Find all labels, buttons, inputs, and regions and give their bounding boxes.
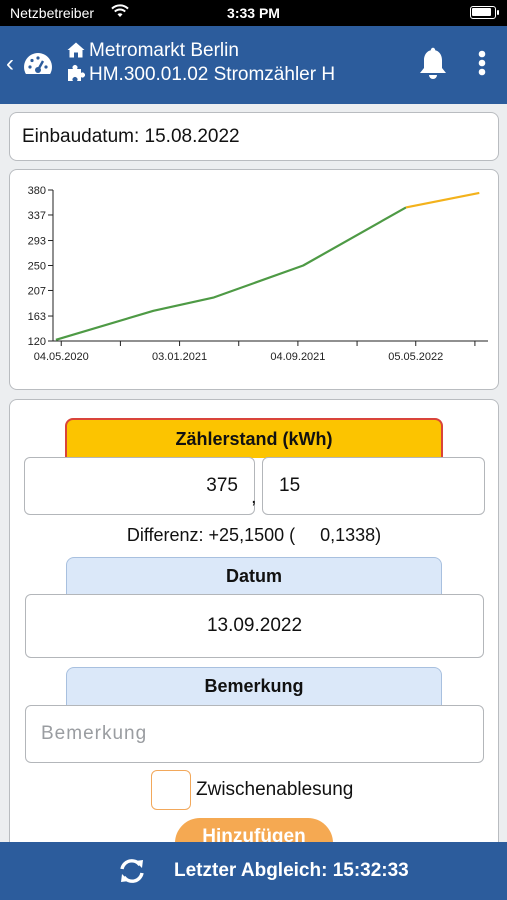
install-date-label: Einbaudatum: 15.08.2022 — [22, 126, 240, 147]
meter-title: HM.300.01.02 Stromzähler Haupt — [67, 64, 335, 86]
location-name: Metromarkt Berlin — [89, 40, 239, 61]
y-tick-label: 120 — [28, 336, 46, 348]
counter-integer-input[interactable]: 375 — [24, 457, 255, 515]
series-line-0 — [55, 206, 407, 341]
carrier-name: Netzbetreiber — [10, 5, 95, 21]
y-tick-label: 293 — [28, 236, 46, 248]
more-options-icon[interactable] — [478, 50, 486, 76]
location-title: Metromarkt Berlin — [67, 40, 239, 62]
app-header: ‹ Metromarkt Berlin HM.300.01.02 Stromzä… — [0, 26, 507, 104]
sync-footer: Letzter Abgleich: 15:32:33 — [0, 842, 507, 900]
last-sync-text: Letzter Abgleich: 15:32:33 — [174, 860, 409, 881]
wifi-icon — [111, 4, 129, 17]
intermediate-reading-label: Zwischenablesung — [196, 779, 354, 800]
status-bar: Netzbetreiber 3:33 PM — [0, 0, 507, 26]
gauge-icon[interactable] — [22, 51, 54, 77]
puzzle-icon — [68, 65, 85, 81]
difference-text: Differenz: +25,1500 ( 0,1338) — [126, 525, 382, 545]
bell-icon[interactable] — [418, 47, 448, 81]
y-tick-label: 163 — [28, 311, 46, 323]
clock: 3:33 PM — [227, 5, 280, 21]
back-chevron-icon[interactable]: ‹ — [6, 50, 14, 77]
x-tick-label: 04.05.2020 — [34, 351, 89, 363]
remark-input[interactable]: Bemerkung — [25, 705, 484, 763]
series-line-1 — [405, 191, 480, 209]
meter-name: HM.300.01.02 Stromzähler Haupt — [89, 64, 335, 85]
x-tick-label: 05.05.2022 — [388, 351, 443, 363]
consumption-chart: 120 163 207 250 293 337 380 04.05.2020 03.01.202… — [28, 185, 488, 363]
date-input[interactable]: 13.09.2022 — [25, 594, 484, 658]
tab-date: Datum — [66, 557, 442, 595]
y-tick-label: 380 — [28, 185, 46, 197]
battery-icon — [470, 6, 499, 19]
tab-counter-reading: Zählerstand (kWh) — [65, 418, 443, 458]
x-tick-label: 03.01.2021 — [152, 351, 207, 363]
sync-icon[interactable] — [118, 858, 146, 884]
y-tick-label: 337 — [28, 210, 46, 222]
counter-decimal-input[interactable]: 15 — [262, 457, 485, 515]
y-tick-label: 250 — [28, 261, 46, 273]
consumption-chart-card: 120 163 207 250 293 337 380 04.05.2020 03.01.202… — [9, 169, 499, 390]
home-icon — [67, 42, 85, 58]
install-date-card: Einbaudatum: 15.08.2022 — [9, 112, 499, 161]
intermediate-reading-checkbox[interactable] — [151, 770, 191, 810]
tab-remark: Bemerkung — [66, 667, 442, 705]
x-tick-label: 04.09.2021 — [270, 351, 325, 363]
reading-form: Zählerstand (kWh) 375 , 15 Differenz: +2… — [9, 399, 499, 859]
decimal-separator: , — [251, 486, 257, 508]
y-tick-label: 207 — [28, 285, 46, 297]
